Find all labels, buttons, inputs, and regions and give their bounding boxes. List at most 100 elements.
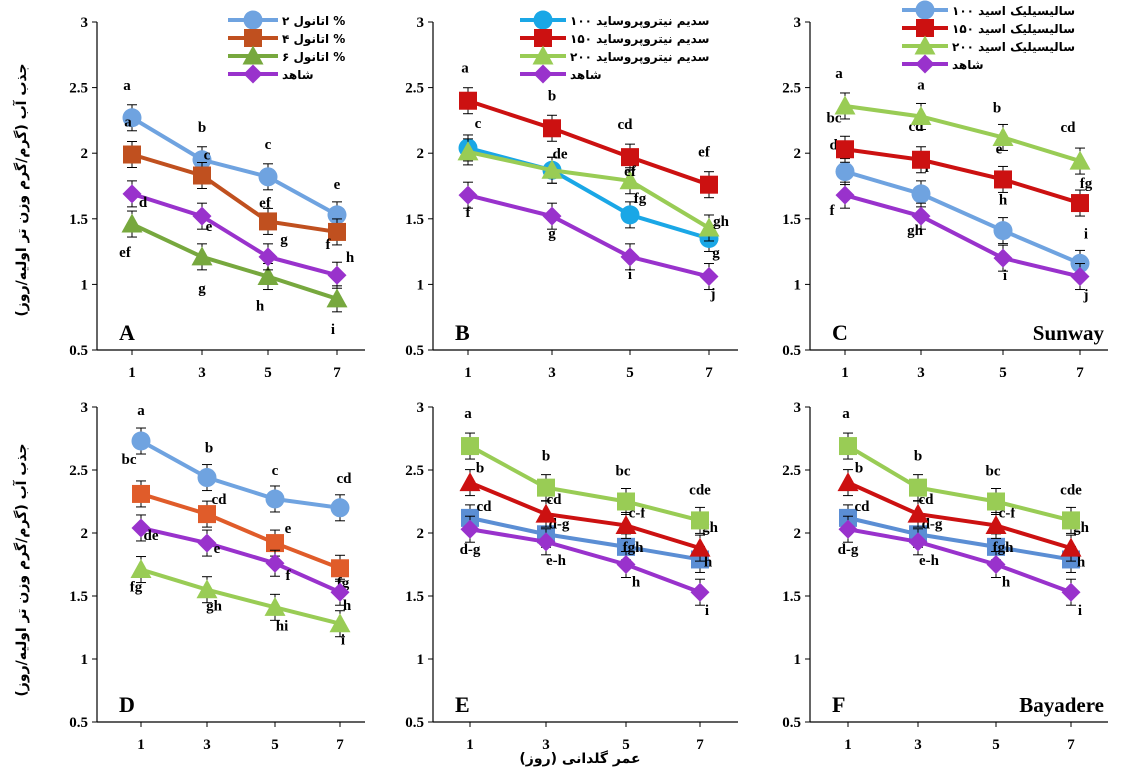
y-tick-label: 1.5	[782, 589, 801, 605]
significance-label: b	[476, 461, 484, 477]
legend-entry: سدیم نیتروپروساید ۱۵۰	[570, 32, 709, 47]
significance-label: h	[346, 250, 355, 266]
y-tick-label: 0.5	[69, 343, 88, 359]
significance-label: h	[343, 598, 352, 614]
data-point-diamond	[1070, 267, 1090, 287]
data-point-triangle	[834, 95, 856, 115]
significance-label: bc	[616, 464, 631, 480]
data-point-diamond	[699, 267, 719, 287]
y-tick-label: 1	[417, 652, 425, 668]
data-point-diamond	[258, 247, 278, 267]
data-point-diamond	[993, 248, 1013, 268]
legend-marker-diamond	[533, 64, 553, 84]
x-tick-label: 1	[464, 365, 472, 381]
series-line	[469, 444, 701, 523]
significance-label: a	[461, 61, 469, 77]
data-point-triangle	[121, 213, 143, 233]
significance-label: i	[628, 267, 632, 283]
data-point-diamond	[536, 532, 556, 552]
significance-label: e-h	[546, 553, 567, 569]
data-point-square	[331, 559, 349, 578]
y-tick-label: 2	[417, 526, 425, 542]
y-tick-label: 1	[81, 652, 89, 668]
significance-label: ef	[119, 245, 132, 261]
data-point-square	[909, 478, 927, 497]
data-point-triangle	[837, 472, 859, 492]
legend-marker-square	[916, 19, 934, 37]
significance-label: d-g	[460, 542, 481, 558]
y-tick-label: 3	[81, 15, 89, 31]
y-tick-label: 3	[81, 400, 89, 416]
significance-label: e	[285, 521, 292, 537]
significance-label: c	[265, 137, 272, 153]
x-axis-title: عمر گلدانی (روز)	[519, 750, 640, 767]
y-tick-label: 1	[81, 277, 89, 293]
y-tick-label: 0.5	[405, 715, 424, 731]
panels-group: 0.511.522.531 3 5 7abceaceffefghideghAاتانو…	[69, 0, 1108, 753]
data-point-diamond	[460, 519, 480, 539]
significance-label: bc	[986, 464, 1001, 480]
data-point-triangle	[619, 170, 641, 190]
series-4: d-g e-h h i	[460, 515, 710, 619]
significance-label: e-h	[919, 553, 940, 569]
y-tick-label: 1.5	[69, 212, 88, 228]
data-point-diamond	[838, 519, 858, 539]
significance-label: d	[139, 195, 148, 211]
data-point-diamond	[197, 533, 217, 553]
series-line	[847, 515, 1072, 562]
series-line	[140, 492, 341, 571]
data-point-diamond	[986, 555, 1006, 574]
data-point-diamond	[122, 184, 142, 204]
x-tick-label: 3	[917, 365, 925, 381]
y-tick-label: 1.5	[405, 212, 424, 228]
data-point-triangle	[615, 514, 637, 534]
data-point-triangle	[1069, 150, 1091, 170]
data-point-square	[459, 91, 477, 110]
legend-entry: اتانول ۲ %	[282, 14, 345, 29]
y-tick-label: 2.5	[69, 463, 88, 479]
data-point-square	[621, 148, 639, 167]
y-tick-label: 3	[417, 15, 425, 31]
data-point-diamond	[131, 518, 151, 538]
series-line	[846, 444, 1072, 523]
significance-label: cd	[1061, 120, 1077, 136]
y-tick-label: 2.5	[782, 463, 801, 479]
series-line	[467, 193, 710, 279]
data-point-square	[461, 437, 479, 456]
significance-label: b	[198, 120, 206, 136]
significance-label: cde	[1060, 482, 1082, 498]
x-tick-label: 7	[333, 365, 341, 381]
x-tick-label: 7	[1076, 365, 1084, 381]
legend-marker-circle	[243, 10, 263, 30]
significance-label: g	[548, 226, 556, 242]
significance-label: g	[280, 232, 288, 248]
data-point-triangle	[910, 105, 932, 125]
series-line	[844, 103, 1081, 163]
series-4: d-g e-h h i	[838, 515, 1082, 619]
x-tick-label: 5	[264, 365, 272, 381]
series-2: a c ef f	[123, 115, 346, 253]
series-line	[140, 567, 341, 626]
legend-entry: اتانول ۶ %	[282, 50, 345, 65]
legend-entry: اتانول ۴ %	[282, 32, 345, 47]
significance-label: e	[206, 219, 213, 235]
series-4: f gh i j	[830, 181, 1090, 304]
significance-label: i	[1084, 226, 1088, 242]
significance-label: b	[205, 441, 213, 457]
panel-A: 0.511.522.531 3 5 7abceaceffefghideghAاتانو…	[69, 10, 365, 381]
y-tick-label: 2.5	[405, 81, 424, 97]
series-3: a b bc cde	[461, 406, 711, 534]
x-tick-label: 5	[271, 737, 279, 753]
legend-marker-triangle	[532, 45, 554, 65]
significance-label: e	[334, 177, 341, 193]
data-point-diamond	[265, 553, 285, 573]
y-tick-label: 2	[794, 146, 802, 162]
x-tick-label: 5	[622, 737, 630, 753]
data-point-circle	[265, 489, 285, 509]
data-point-triangle	[535, 503, 557, 523]
data-point-diamond	[616, 555, 636, 574]
data-point-triangle	[264, 596, 286, 616]
y-tick-label: 1	[794, 277, 802, 293]
